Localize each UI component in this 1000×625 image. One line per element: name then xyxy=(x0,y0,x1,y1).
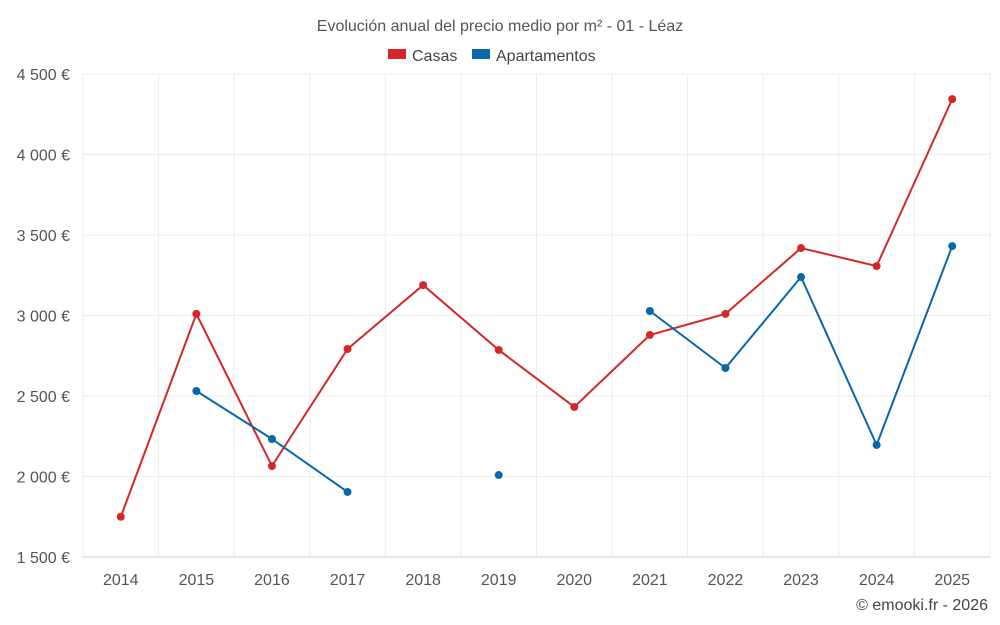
y-tick-label: 4 000 € xyxy=(17,148,70,165)
data-point-apartamentos-2025 xyxy=(948,242,957,251)
data-point-apartamentos-2016 xyxy=(267,434,276,443)
data-point-apartamentos-2022 xyxy=(721,363,730,372)
x-tick-label: 2022 xyxy=(708,572,744,589)
data-point-casas-2022 xyxy=(721,309,730,318)
data-point-casas-2021 xyxy=(645,330,654,339)
y-tick-label: 3 000 € xyxy=(17,309,70,326)
data-point-apartamentos-2015 xyxy=(192,387,201,396)
data-point-apartamentos-2017 xyxy=(343,487,352,496)
series-group xyxy=(116,95,957,521)
data-point-casas-2025 xyxy=(948,95,957,104)
y-tick-label: 1 500 € xyxy=(17,550,70,567)
y-tick-label: 2 500 € xyxy=(17,389,70,406)
y-tick-label: 3 500 € xyxy=(17,228,70,245)
x-tick-label: 2015 xyxy=(179,572,215,589)
legend-swatch-apartamentos xyxy=(472,49,490,59)
x-tick-label: 2014 xyxy=(103,572,139,589)
data-point-casas-2018 xyxy=(419,281,428,290)
y-axis: 1 500 € 2 000 € 2 500 € 3 000 € 3 500 € 4 000… xyxy=(17,67,70,567)
series-line-casas xyxy=(119,98,954,518)
data-point-casas-2015 xyxy=(192,309,201,318)
data-point-casas-2023 xyxy=(797,244,806,253)
x-tick-label: 2023 xyxy=(783,572,819,589)
y-tick-label: 2 000 € xyxy=(17,470,70,487)
data-point-casas-2020 xyxy=(570,402,579,411)
legend-swatch-casas xyxy=(388,49,406,59)
data-point-casas-2024 xyxy=(872,262,881,271)
x-tick-label: 2025 xyxy=(934,572,970,589)
legend-label-apartamentos: Apartamentos xyxy=(496,48,596,65)
data-point-apartamentos-2023 xyxy=(797,273,806,282)
legend: Casas Apartamentos xyxy=(388,48,596,65)
y-tick-label: 4 500 € xyxy=(17,67,70,84)
data-point-apartamentos-2024 xyxy=(872,440,881,449)
data-point-casas-2014 xyxy=(116,512,125,521)
x-tick-label: 2020 xyxy=(556,572,592,589)
x-tick-label: 2024 xyxy=(859,572,895,589)
x-axis: 2014 2015 2016 2017 2018 2019 2020 2021 2022 2023… xyxy=(103,572,970,589)
grid xyxy=(82,73,991,558)
x-tick-label: 2021 xyxy=(632,572,668,589)
x-tick-label: 2016 xyxy=(254,572,290,589)
data-point-casas-2017 xyxy=(343,344,352,353)
x-tick-label: 2019 xyxy=(481,572,517,589)
data-point-casas-2016 xyxy=(267,462,276,471)
data-point-casas-2019 xyxy=(494,345,503,354)
legend-label-casas: Casas xyxy=(412,48,457,65)
x-tick-label: 2018 xyxy=(405,572,441,589)
data-point-apartamentos-2019 xyxy=(494,471,503,480)
x-tick-label: 2017 xyxy=(330,572,366,589)
data-point-apartamentos-2021 xyxy=(645,306,654,315)
credit-text: © emooki.fr - 2026 xyxy=(856,597,988,614)
chart-title: Evolución anual del precio medio por m² … xyxy=(317,18,683,35)
